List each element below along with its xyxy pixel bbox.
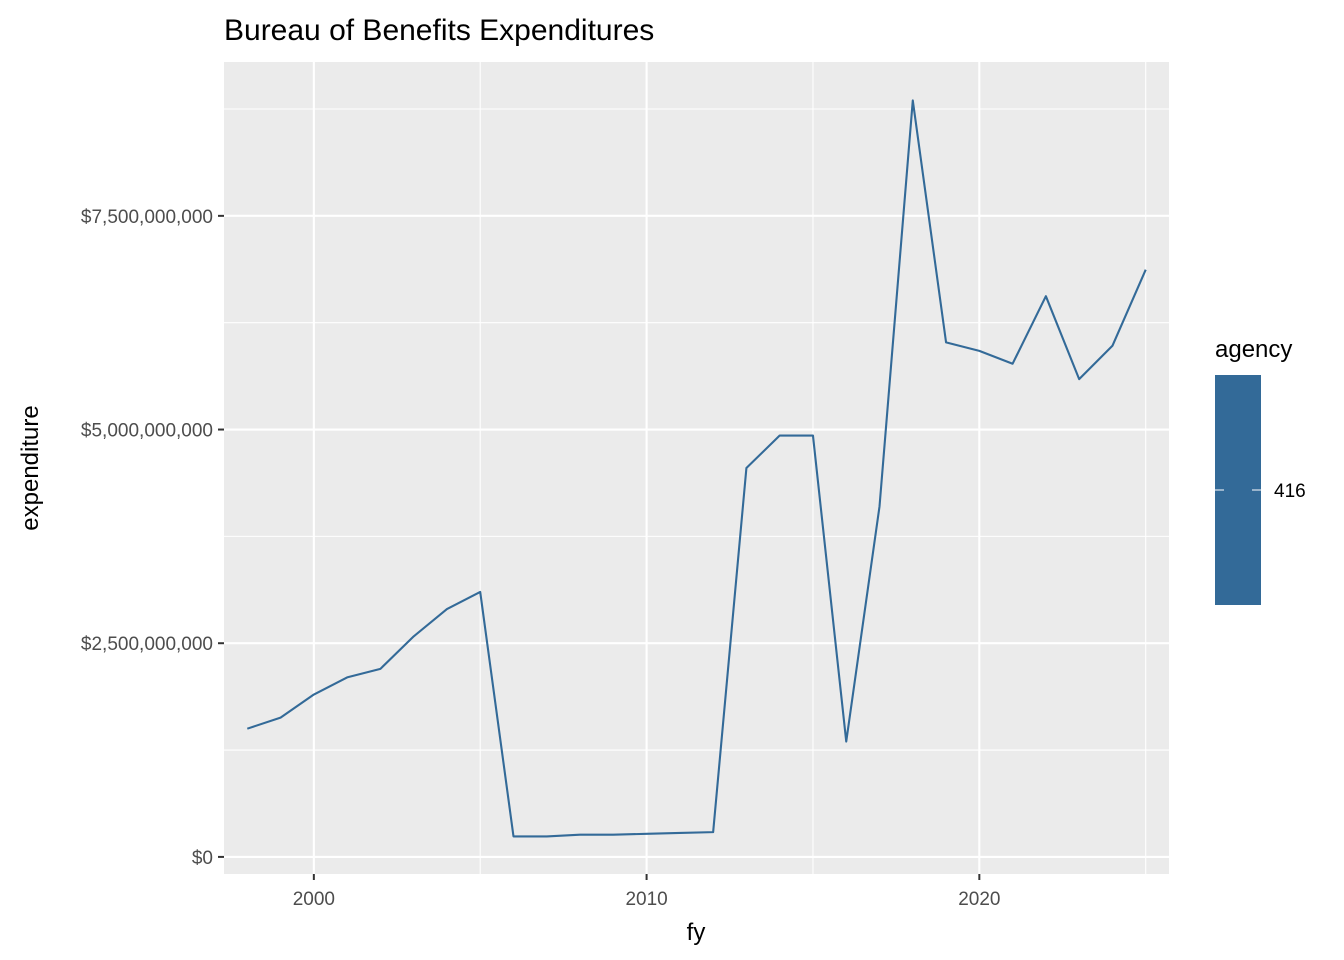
major-grid (224, 62, 1169, 874)
x-tick-label: 2010 (625, 889, 667, 910)
y-tick-label: $2,500,000,000 (81, 634, 213, 655)
y-axis-title: expenditure (17, 405, 44, 530)
legend: agency 416 (1215, 336, 1306, 605)
y-tick-label: $7,500,000,000 (81, 207, 213, 228)
y-tick-label: $5,000,000,000 (81, 421, 213, 442)
legend-title: agency (1215, 336, 1292, 363)
x-tick-label: 2020 (958, 889, 1000, 910)
x-axis-title: fy (687, 919, 706, 946)
series-layer (246, 99, 1147, 838)
y-tick-label: $0 (192, 848, 213, 869)
x-axis-ticks: 2000 2010 2020 (293, 874, 1000, 910)
series-line (246, 99, 1147, 838)
chart-title: Bureau of Benefits Expenditures (224, 14, 654, 47)
x-tick-label: 2000 (293, 889, 335, 910)
y-axis-ticks: $0 $2,500,000,000 $5,000,000,000 $7,500,000… (81, 207, 224, 869)
legend-label: 416 (1274, 481, 1306, 502)
minor-grid (224, 62, 1169, 874)
plot-panel (224, 62, 1169, 874)
